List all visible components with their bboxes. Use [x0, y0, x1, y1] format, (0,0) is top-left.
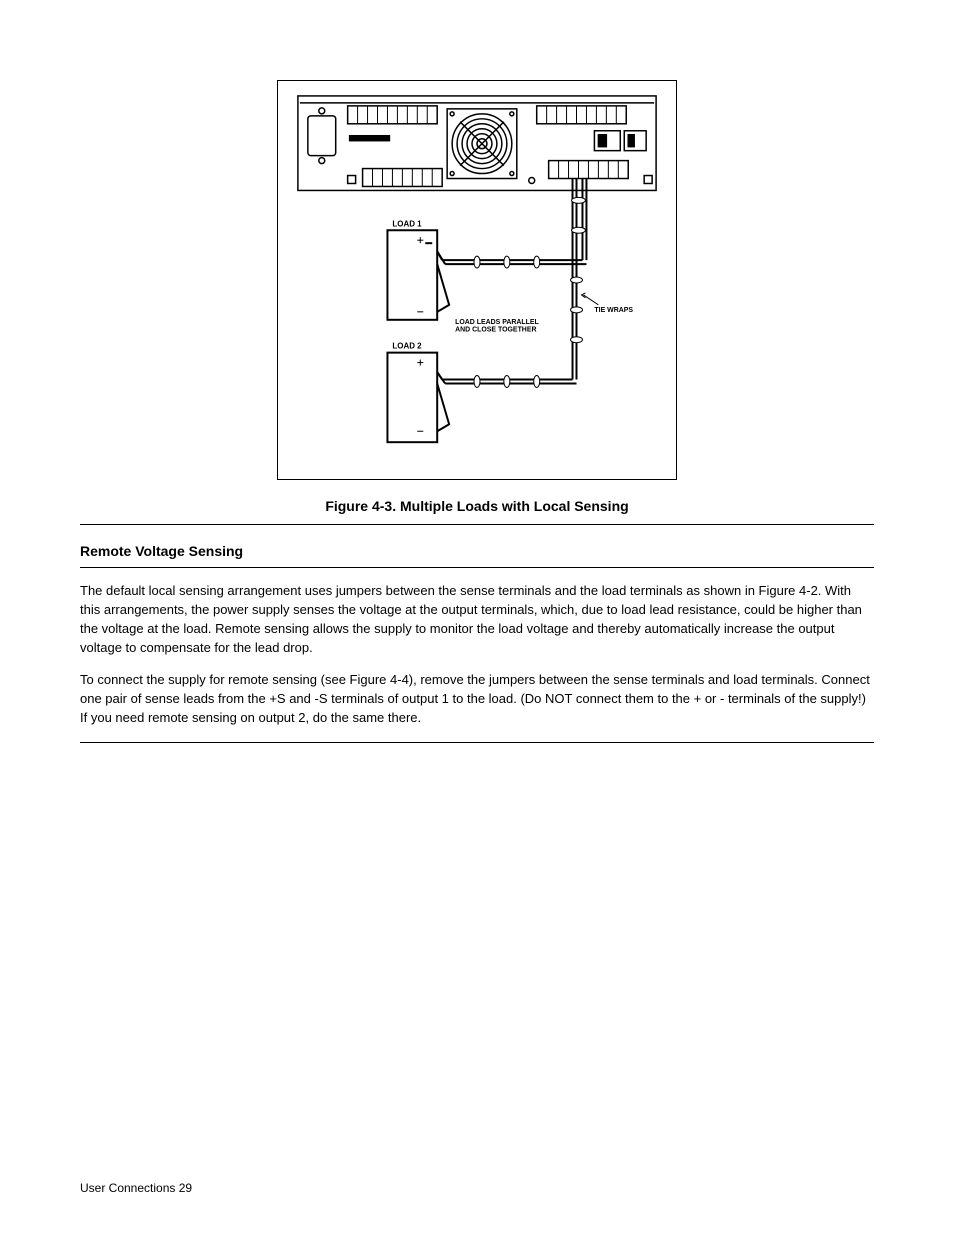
load1-label: LOAD 1 [392, 219, 422, 228]
tie-wraps-label: TIE WRAPS [594, 307, 633, 314]
p2-figure-ref: Figure 4-4 [350, 672, 409, 687]
paragraph-2: To connect the supply for remote sensing… [80, 671, 874, 728]
rule-below-body [80, 742, 874, 743]
leads-note-line2: AND CLOSE TOGETHER [455, 327, 536, 334]
figure-wrapper: LOAD 1 LOAD 2 LOAD LEADS PARALLEL AND CL… [80, 80, 874, 480]
p2-prefix: To connect the supply for remote sensing… [80, 672, 350, 687]
footer-left: User Connections 29 [80, 1181, 192, 1195]
load2-label: LOAD 2 [392, 342, 422, 351]
section-heading: Remote Voltage Sensing [80, 543, 874, 559]
figure-caption: Figure 4-3. Multiple Loads with Local Se… [80, 498, 874, 514]
rule-above-heading [80, 524, 874, 525]
leads-note-line1: LOAD LEADS PARALLEL [455, 319, 539, 326]
page-footer: User Connections 29 [80, 1181, 874, 1195]
paragraph-1: The default local sensing arrangement us… [80, 582, 874, 657]
wiring-diagram: LOAD 1 LOAD 2 LOAD LEADS PARALLEL AND CL… [277, 80, 677, 480]
rule-below-heading [80, 567, 874, 568]
